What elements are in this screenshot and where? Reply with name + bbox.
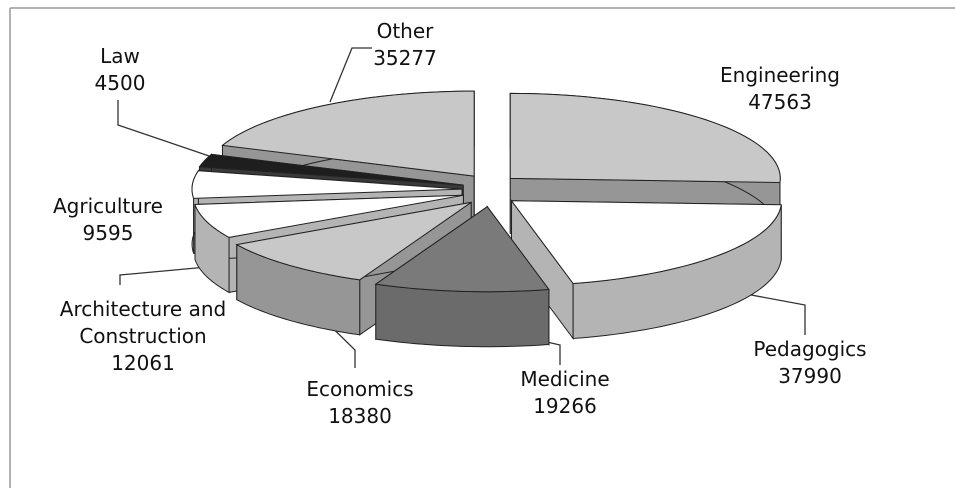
leader-line bbox=[734, 291, 806, 335]
leader-line bbox=[329, 47, 372, 103]
value-label: 12061 bbox=[111, 351, 175, 375]
value-label: 35277 bbox=[373, 46, 437, 70]
slice bbox=[509, 92, 781, 183]
slice-label: Engineering 47563 bbox=[660, 62, 900, 116]
slice-label: Architecture and Construction 12061 bbox=[33, 296, 253, 377]
slice bbox=[198, 153, 464, 186]
value-label: 19266 bbox=[533, 394, 597, 418]
slice-label: Agriculture 9595 bbox=[0, 193, 228, 247]
category-label: Law bbox=[100, 44, 140, 68]
slice bbox=[510, 200, 782, 285]
slice bbox=[221, 90, 475, 177]
category-label: Agriculture bbox=[53, 194, 163, 218]
category-label: Engineering bbox=[720, 63, 840, 87]
category-label: Other bbox=[376, 19, 434, 43]
slice-label: Law 4500 bbox=[0, 43, 240, 97]
slice bbox=[374, 206, 550, 293]
slice-label: Pedagogics 37990 bbox=[690, 336, 930, 390]
category-label: Architecture and Construction bbox=[59, 297, 227, 348]
slice bbox=[191, 170, 463, 199]
slice-label: Medicine 19266 bbox=[445, 366, 685, 420]
value-label: 9595 bbox=[82, 221, 134, 245]
slice-side bbox=[375, 283, 550, 348]
value-label: 37990 bbox=[778, 364, 842, 388]
category-label: Medicine bbox=[520, 367, 610, 391]
category-label: Economics bbox=[306, 377, 414, 401]
leader-line bbox=[119, 265, 219, 285]
category-label: Pedagogics bbox=[753, 337, 867, 361]
value-label: 4500 bbox=[94, 71, 146, 95]
value-label: 18380 bbox=[328, 404, 392, 428]
slice bbox=[194, 194, 464, 238]
slice bbox=[235, 201, 472, 281]
slice-label: Economics 18380 bbox=[240, 376, 480, 430]
leader-line bbox=[117, 100, 216, 159]
value-label: 47563 bbox=[748, 90, 812, 114]
slice-label: Other 35277 bbox=[285, 18, 525, 72]
